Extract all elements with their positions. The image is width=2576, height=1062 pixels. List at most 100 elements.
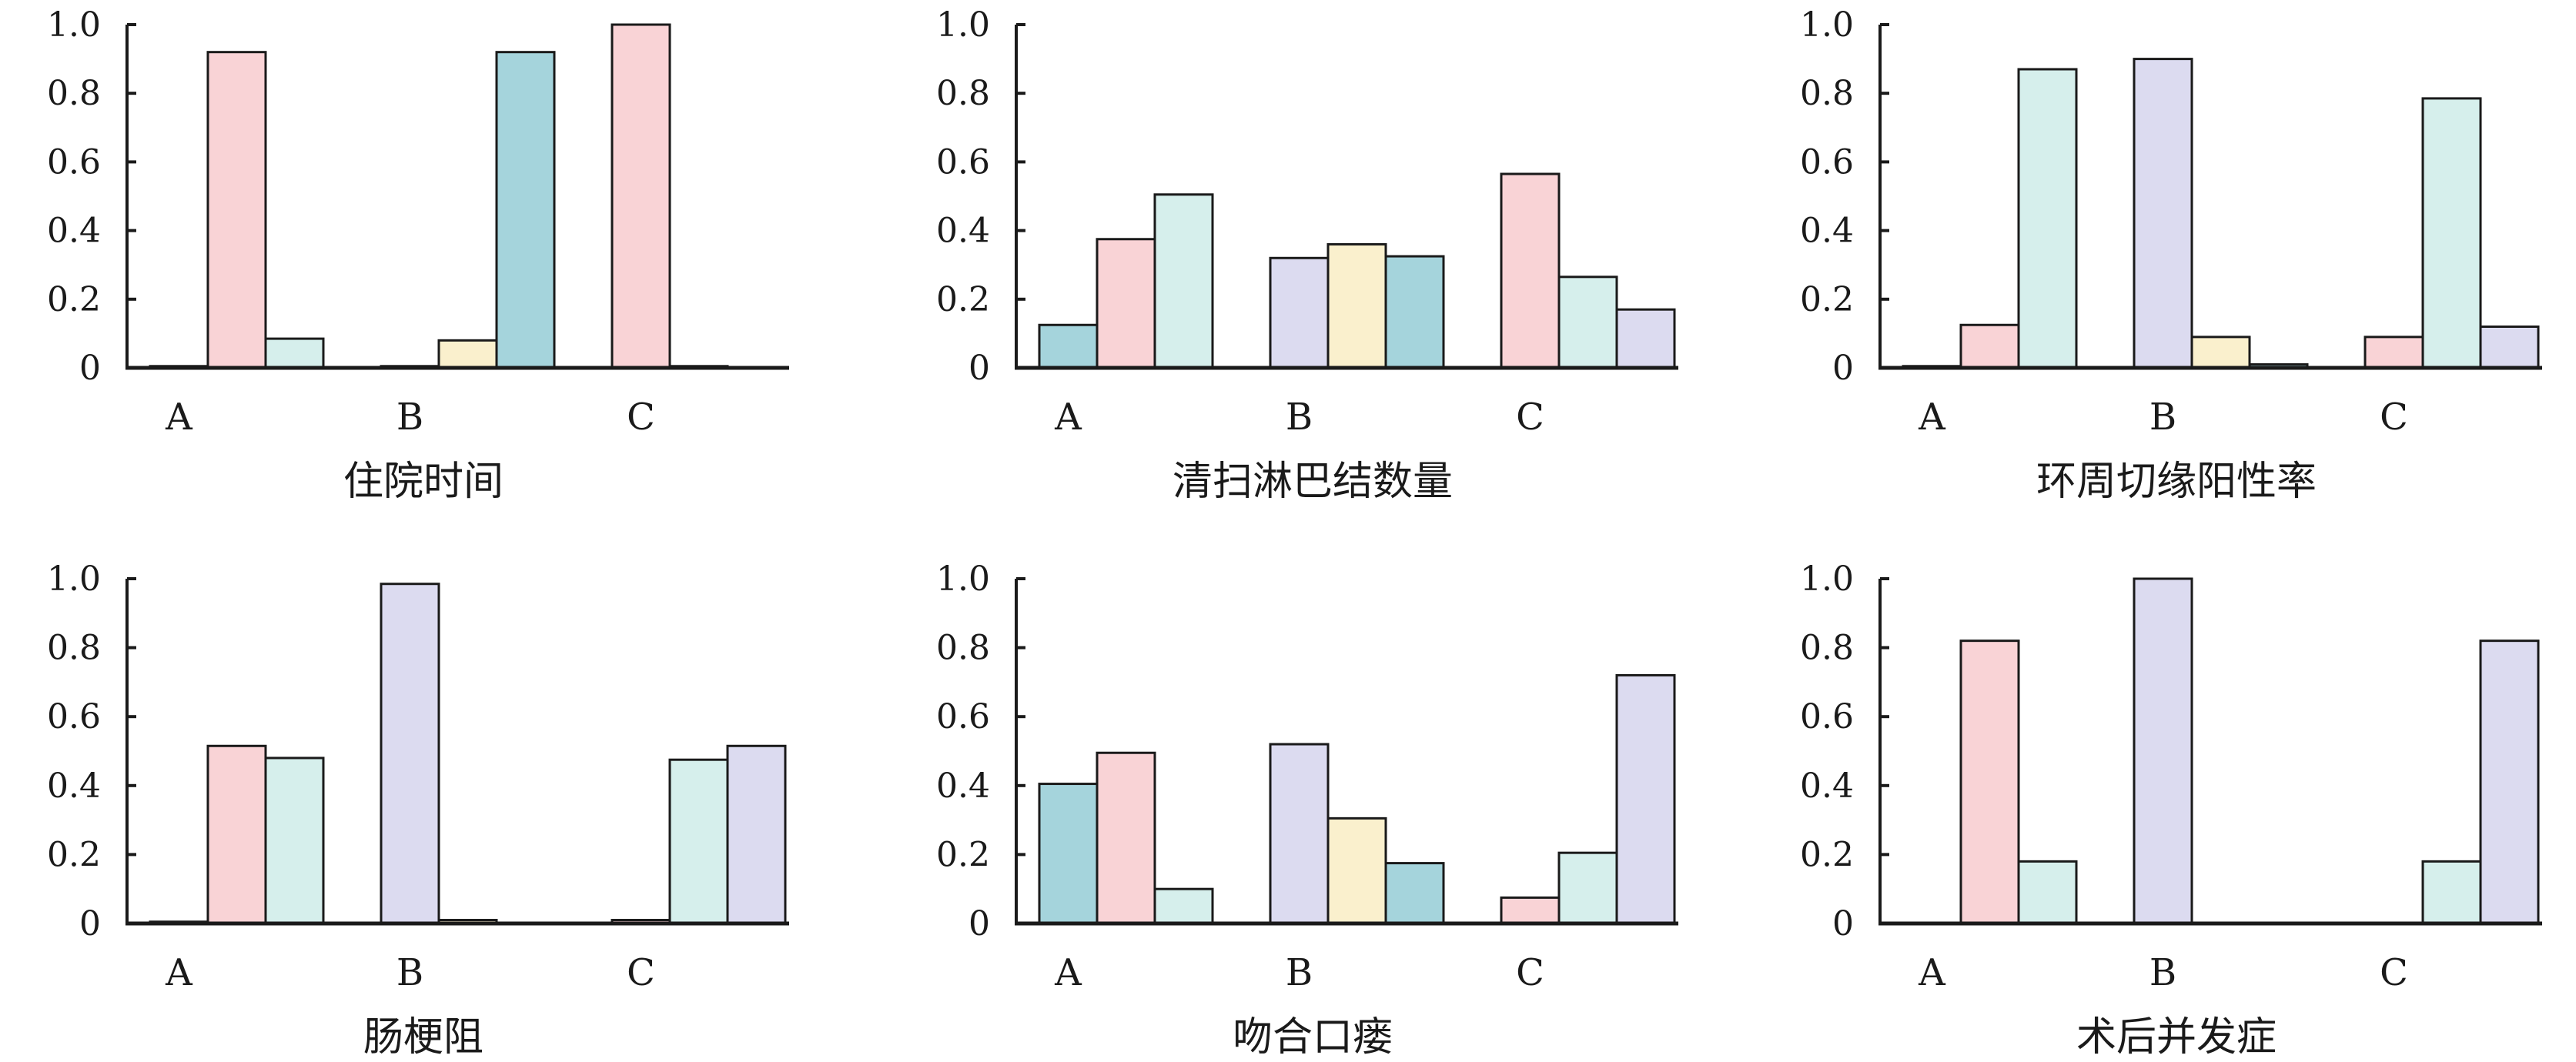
x-tick-label: B (396, 951, 423, 994)
y-tick-label: 1.0 (936, 5, 990, 45)
bar-A-2 (1096, 238, 1156, 369)
bar-C-2 (668, 758, 729, 925)
panel-title: 住院时间 (343, 459, 503, 505)
y-tick-label: 0.8 (936, 629, 990, 668)
y-tick-label: 1.0 (1800, 5, 1854, 45)
x-tick-label: A (165, 396, 193, 439)
chart-panel-2: 0 0.2 0.4 0.6 0.8 1.0 A B C 清扫淋巴结数量 (936, 5, 1678, 505)
chart-panel-1: 0 0.2 0.4 0.6 0.8 1.0 A B C 住院时间 (47, 5, 789, 505)
y-tick-label: 0 (969, 904, 990, 943)
x-tick-label: A (1918, 951, 1946, 994)
bar-A-2 (1096, 751, 1156, 925)
y-tick-label: 0.2 (936, 280, 990, 319)
bar-C-1 (2364, 336, 2424, 369)
bar-C-3 (1615, 673, 1676, 925)
bar-C-3 (726, 744, 787, 925)
bar-B-1 (380, 583, 440, 925)
x-tick-label: A (1054, 951, 1082, 994)
y-tick-label: 1.0 (47, 559, 101, 599)
y-tick-label: 0.6 (936, 142, 990, 182)
y-tick-label: 0.4 (1800, 766, 1854, 806)
bar-A-2 (1959, 640, 2020, 925)
y-tick-label: 0 (79, 349, 101, 388)
y-tick-label: 0.8 (47, 74, 101, 113)
y-tick-label: 1.0 (936, 559, 990, 599)
bar-A-3 (1153, 887, 1214, 925)
chart-panel-5: 0 0.2 0.4 0.6 0.8 1.0 A B C 吻合口瘘 (936, 559, 1678, 1060)
bar-C-1 (611, 23, 671, 369)
x-tick-label: C (627, 396, 655, 439)
y-tick-label: 0.4 (936, 766, 990, 806)
panel-title: 清扫淋巴结数量 (1173, 459, 1453, 505)
bar-B-2 (1326, 242, 1387, 369)
chart-panel-3: 0 0.2 0.4 0.6 0.8 1.0 A B C 环周切缘阳性率 (1800, 5, 2542, 505)
y-tick-label: 0 (1832, 904, 1854, 943)
x-tick-label: A (1054, 396, 1082, 439)
bar-A-1 (1038, 783, 1099, 925)
bar-A-3 (264, 337, 325, 369)
bar-A-2 (206, 51, 267, 369)
panel-title: 环周切缘阳性率 (2036, 459, 2317, 505)
y-tick-label: 0.4 (936, 212, 990, 251)
bar-C-2 (2421, 97, 2482, 369)
y-tick-label: 0.2 (1800, 835, 1854, 874)
bar-B-2 (1326, 817, 1387, 925)
bar-B-1 (1269, 256, 1330, 369)
y-tick-label: 0.2 (936, 835, 990, 874)
x-tick-label: B (396, 396, 423, 439)
panel-title: 术后并发症 (2076, 1014, 2277, 1060)
x-tick-label: C (1516, 951, 1544, 994)
panel-title: 吻合口瘘 (1233, 1014, 1393, 1060)
x-tick-label: C (2380, 396, 2408, 439)
y-tick-label: 0 (1832, 349, 1854, 388)
y-tick-label: 0.8 (936, 74, 990, 113)
x-tick-label: B (1286, 396, 1313, 439)
x-tick-label: A (1918, 396, 1946, 439)
y-tick-label: 0.4 (1800, 212, 1854, 251)
y-tick-label: 0.6 (47, 142, 101, 182)
y-tick-label: 0.2 (47, 280, 101, 319)
bar-A-1 (1038, 323, 1099, 369)
bar-B-1 (2133, 58, 2193, 369)
x-tick-label: A (165, 951, 193, 994)
y-tick-label: 0.4 (47, 766, 101, 806)
bar-A-3 (2017, 860, 2078, 925)
x-tick-label: C (2380, 951, 2408, 994)
y-tick-label: 0.6 (47, 697, 101, 736)
x-tick-label: B (2149, 951, 2176, 994)
bar-A-3 (264, 756, 325, 925)
y-tick-label: 0.2 (1800, 280, 1854, 319)
bar-C-2 (1557, 851, 1618, 925)
bar-B-3 (1384, 255, 1445, 369)
bar-C-1 (1500, 172, 1561, 369)
y-tick-label: 0.8 (1800, 629, 1854, 668)
bar-A-3 (2017, 68, 2078, 369)
bar-B-3 (495, 51, 556, 369)
bar-A-2 (1959, 323, 2020, 369)
y-tick-label: 1.0 (1800, 559, 1854, 599)
bar-C-3 (1615, 308, 1676, 369)
bar-A-2 (206, 744, 267, 925)
panel-title: 肠梗阻 (363, 1014, 483, 1060)
y-tick-label: 1.0 (47, 5, 101, 45)
chart-panel-4: 0 0.2 0.4 0.6 0.8 1.0 A B C 肠梗阻 (47, 559, 789, 1060)
y-tick-label: 0 (969, 349, 990, 388)
bar-B-3 (1384, 862, 1445, 925)
bar-B-2 (2190, 336, 2251, 369)
bar-B-2 (437, 339, 498, 369)
bar-B-1 (1269, 743, 1330, 925)
y-tick-label: 0.6 (1800, 142, 1854, 182)
y-tick-label: 0 (79, 904, 101, 943)
chart-panel-6: 0 0.2 0.4 0.6 0.8 1.0 A B C 术后并发症 (1800, 559, 2542, 1060)
x-tick-label: B (2149, 396, 2176, 439)
y-tick-label: 0.8 (1800, 74, 1854, 113)
bar-C-3 (2479, 325, 2540, 369)
bar-C-2 (2421, 860, 2482, 925)
bar-C-3 (2479, 640, 2540, 925)
y-tick-label: 0.6 (1800, 697, 1854, 736)
y-tick-label: 0.8 (47, 629, 101, 668)
bar-C-1 (1500, 896, 1561, 925)
x-tick-label: C (1516, 396, 1544, 439)
x-tick-label: C (627, 951, 655, 994)
